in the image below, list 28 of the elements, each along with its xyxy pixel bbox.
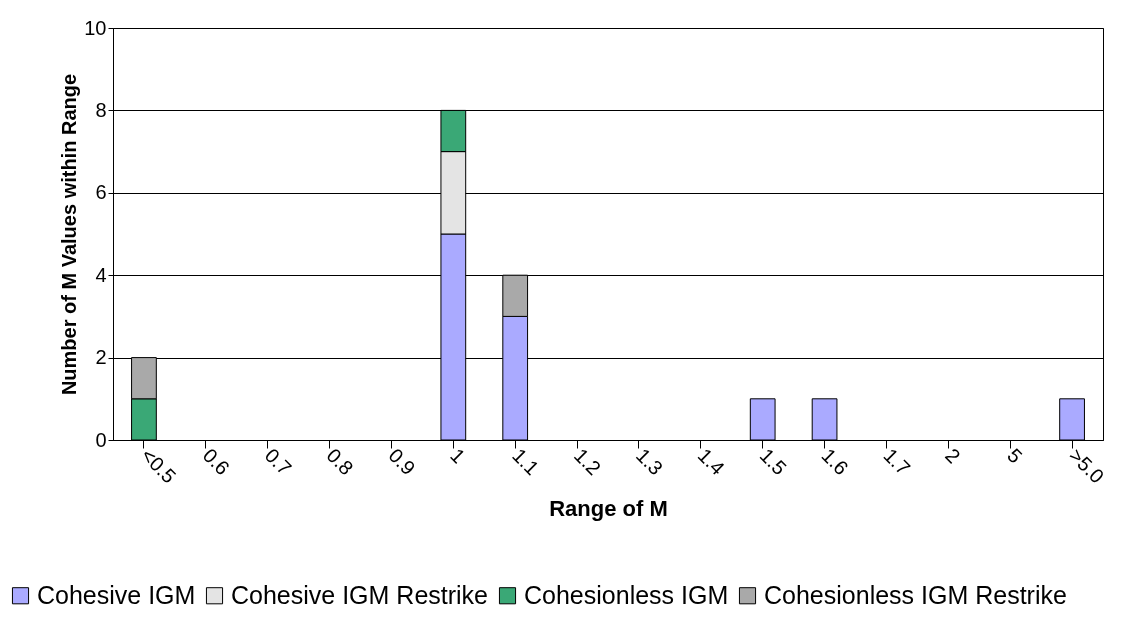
x-tick-label: 5	[1003, 444, 1027, 468]
y-tick-label: 10	[84, 16, 107, 39]
x-tick-label: 1.6	[817, 444, 853, 480]
legend-label: Cohesionless IGM	[524, 580, 729, 609]
y-tick-label: 2	[95, 346, 107, 369]
x-tick-label: 1.1	[508, 444, 544, 480]
x-tick-label: 1.5	[755, 444, 791, 480]
y-tick-label: 4	[95, 263, 107, 286]
y-axis-title: Number of M Values within Range	[58, 73, 81, 396]
x-tick-label: 1.3	[631, 444, 668, 480]
x-tick-label: 1.4	[693, 444, 729, 480]
y-tick-label: 0	[95, 428, 107, 451]
x-tick-label: 1	[446, 444, 470, 468]
x-tick-label: 0.6	[198, 444, 234, 480]
x-tick-label: <0.5	[136, 444, 181, 488]
x-tick-label: >5.0	[1064, 444, 1109, 488]
x-tick-label: 1.2	[569, 444, 606, 480]
x-tick-label: 1.7	[879, 444, 915, 480]
x-tick-label: 0.7	[260, 444, 296, 480]
legend-label: Cohesive IGM Restrike	[231, 580, 489, 609]
y-tick-label: 6	[95, 181, 107, 204]
legend-label: Cohesionless IGM Restrike	[764, 580, 1067, 609]
x-tick-label: 0.8	[322, 444, 358, 480]
x-axis-title: Range of M	[549, 496, 668, 522]
legend-label: Cohesive IGM	[37, 580, 196, 609]
x-tick-label: 0.9	[384, 444, 420, 480]
x-tick-label: 2	[941, 444, 965, 468]
y-tick-label: 8	[95, 98, 107, 121]
